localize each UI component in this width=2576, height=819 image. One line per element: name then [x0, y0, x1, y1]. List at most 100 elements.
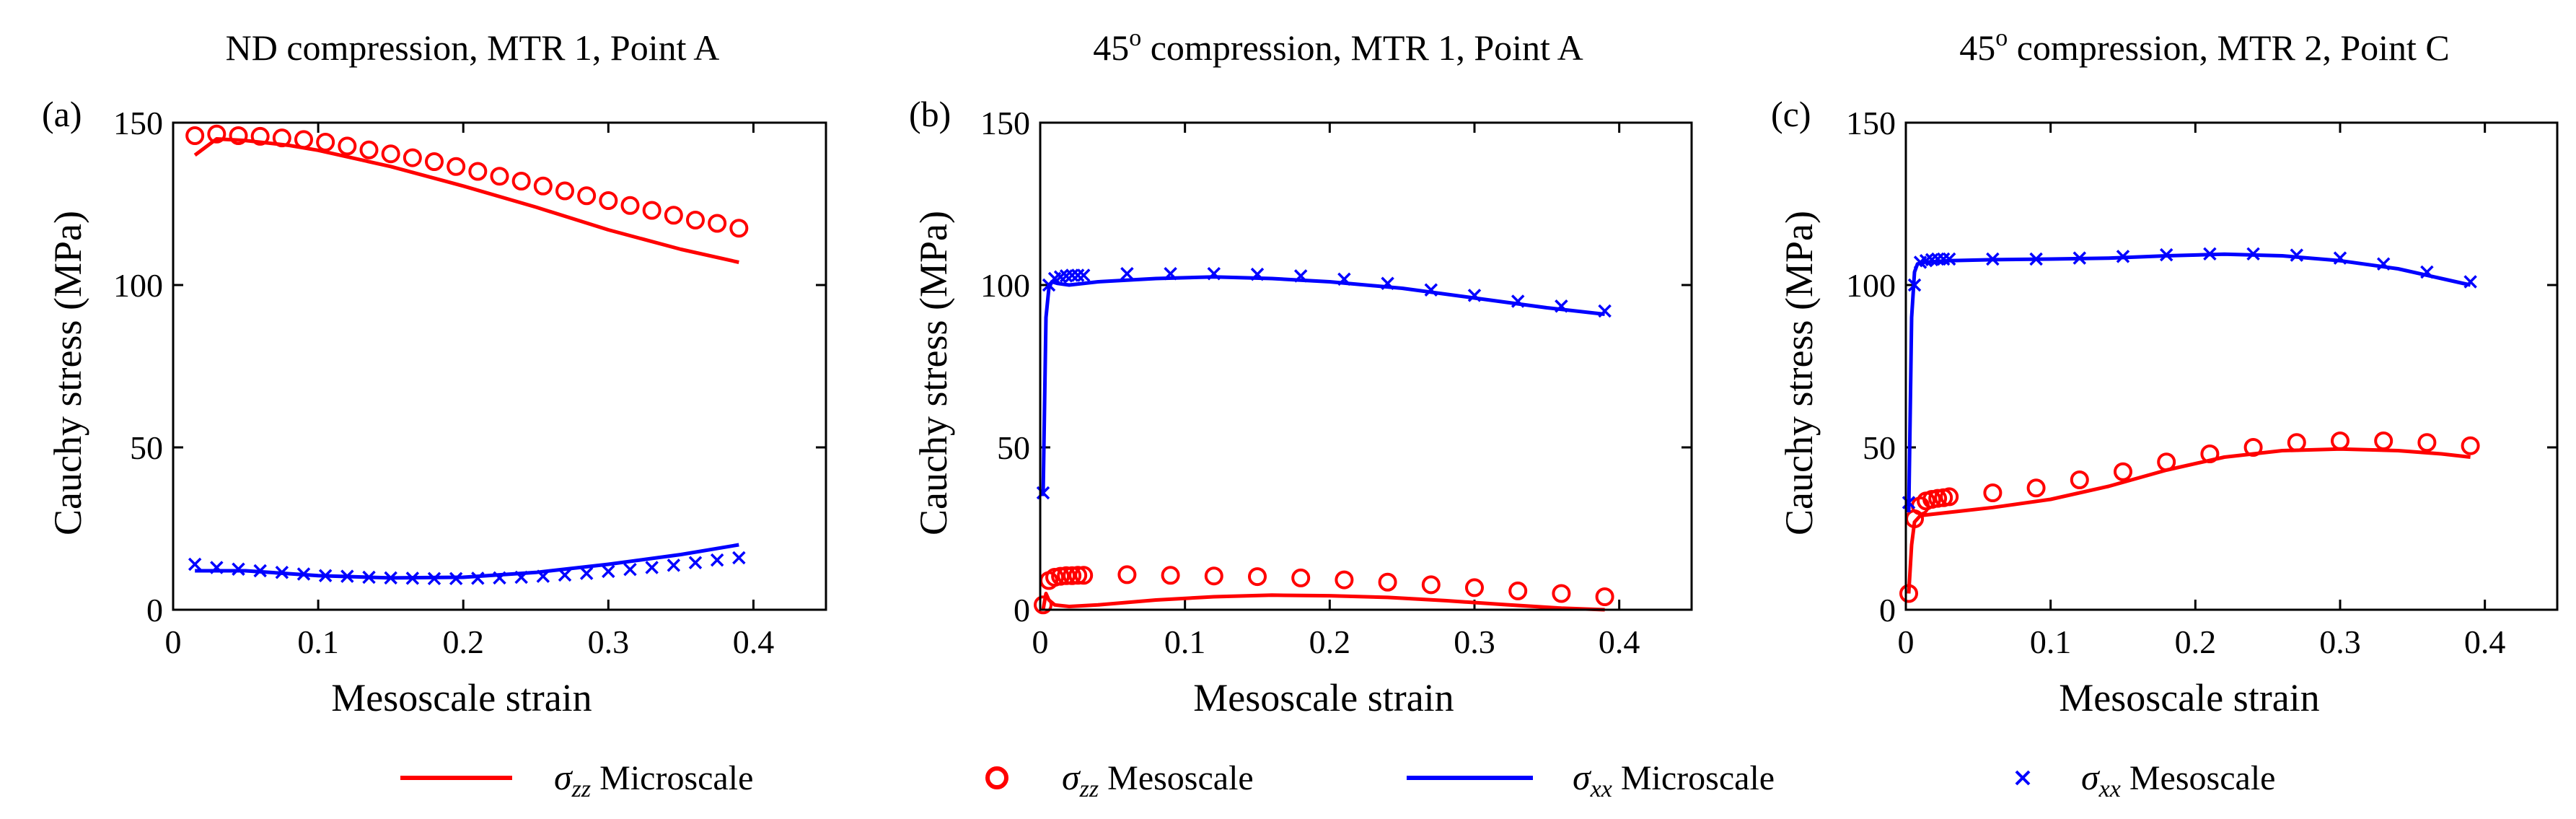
panel-a-point-zz-meso — [381, 144, 400, 164]
panel-a-point-xx-meso — [427, 571, 441, 586]
panel-a-ytick-label: 50 — [130, 429, 163, 466]
panel-a-point-xx-meso — [188, 557, 202, 571]
panel-c-title-sup: o — [1995, 25, 2008, 51]
panel-c-line-xx-micro — [1907, 252, 2471, 513]
panel-c-point-zz-meso — [1899, 584, 1919, 603]
panel-c-point-zz-meso — [2461, 436, 2480, 455]
panel-c-point-xx-meso — [2376, 257, 2391, 271]
panel-a-point-xx-meso — [275, 566, 289, 579]
panel-b-point-zz-meso — [1161, 566, 1180, 585]
panel-c-point-xx-meso — [2072, 251, 2087, 265]
panel-c: 45o compression, MTR 2, Point C (c) Meso… — [1771, 25, 2559, 719]
panel-a-point-xx-meso — [384, 571, 397, 585]
panel-c-point-xx-meso — [2159, 248, 2173, 262]
panel-a-point-zz-meso — [447, 157, 466, 176]
panel-a-point-xx-meso — [210, 561, 224, 574]
panel-b-point-zz-meso — [1595, 587, 1614, 606]
panel-b-point-xx-meso — [1207, 267, 1221, 281]
panel-a-axes-frame — [172, 121, 827, 611]
panel-a-point-xx-meso — [296, 567, 311, 581]
panel-c-ytick-label: 100 — [1846, 267, 1896, 304]
panel-b-xtick-label: 0.3 — [1454, 623, 1495, 660]
panel-c-point-xx-meso — [2203, 247, 2217, 261]
panel-a-point-zz-meso — [577, 186, 597, 206]
panel-b-title: 45o compression, MTR 1, Point A — [1093, 25, 1583, 68]
panel-a-ytick-label: 100 — [113, 267, 163, 304]
panel-c-axes-frame — [1904, 121, 2559, 611]
legend-label-xx-micro: σxx Microscale — [1573, 757, 1775, 802]
panel-b-plot — [1034, 267, 1614, 615]
panel-a-point-zz-meso — [533, 176, 553, 196]
panel-b-xtick-label: 0.4 — [1599, 623, 1640, 660]
panel-a-letter: (a) — [42, 94, 82, 134]
panel-c-xtick-label: 0.4 — [2464, 623, 2506, 660]
panel-b-point-zz-meso — [1335, 570, 1354, 590]
panel-c-title-rest: compression, MTR 2, Point C — [2008, 27, 2450, 68]
panel-a-xtick-label: 0.3 — [588, 623, 630, 660]
panel-a-xtick-label: 0.1 — [297, 623, 339, 660]
panel-b-point-xx-meso — [1065, 268, 1079, 282]
panel-b: 45o compression, MTR 1, Point A (b) Meso… — [909, 25, 1693, 719]
panel-b-title-sup: o — [1129, 25, 1141, 51]
legend-circle-marker — [985, 766, 1008, 789]
panel-b-title-rest: compression, MTR 1, Point A — [1141, 27, 1583, 68]
panel-a-point-xx-meso — [493, 571, 506, 585]
panel-a-point-xx-meso — [645, 561, 659, 574]
panel-b-point-xx-meso — [1164, 267, 1177, 281]
panel-a-point-xx-meso — [232, 562, 245, 576]
panel-c-point-zz-meso — [2200, 444, 2220, 463]
panel-a-line-zz-micro — [193, 137, 739, 264]
panel-b-xtick-label: 0.1 — [1164, 623, 1206, 660]
legend-label-zz-meso: σzz Mesoscale — [1062, 757, 1254, 802]
panel-a-point-zz-meso — [425, 152, 444, 171]
panel-b-point-xx-meso — [1293, 269, 1308, 283]
panel-b-point-zz-meso — [1465, 578, 1484, 597]
panel-a-point-xx-meso — [405, 571, 420, 585]
panel-a-point-xx-meso — [340, 569, 354, 583]
panel-b-point-zz-meso — [1291, 568, 1311, 587]
panel-c-letter: (c) — [1771, 94, 1811, 134]
panel-b-ytick-label: 100 — [980, 267, 1030, 304]
panel-c-line-zz-micro — [1907, 447, 2471, 594]
panel-c-point-xx-meso — [2116, 250, 2130, 263]
panel-a-line-xx-micro — [195, 543, 739, 580]
panel-a-point-zz-meso — [403, 148, 422, 167]
panel-c-xtick-label: 0.3 — [2319, 623, 2361, 660]
panel-a-plot — [185, 124, 749, 586]
panel-a-point-xx-meso — [667, 559, 681, 572]
panel-c-point-zz-meso — [2417, 433, 2437, 452]
panel-a-point-zz-meso — [511, 172, 531, 190]
panel-c-point-xx-meso — [1936, 252, 1951, 266]
panel-c-point-zz-meso — [2157, 452, 2176, 472]
panel-b-point-xx-meso — [1555, 299, 1568, 313]
panel-b-point-xx-meso — [1120, 267, 1134, 281]
panel-c-point-xx-meso — [2420, 265, 2434, 279]
panel-b-point-xx-meso — [1381, 276, 1394, 290]
panel-b-point-xx-meso — [1337, 272, 1351, 286]
panel-c-point-xx-meso — [2333, 251, 2347, 265]
panel-a-point-xx-meso — [471, 571, 485, 585]
panel-b-point-zz-meso — [1063, 566, 1082, 585]
panel-c-xtick-label: 0.1 — [2030, 623, 2072, 660]
panel-a-point-xx-meso — [732, 551, 746, 565]
panel-b-point-zz-meso — [1057, 566, 1076, 585]
panel-a-ylabel: Cauchy stress (MPa) — [46, 211, 89, 535]
panel-a-xtick-label: 0.4 — [733, 623, 775, 660]
panel-b-point-xx-meso — [1467, 289, 1482, 302]
panel-a-point-xx-meso — [362, 570, 376, 584]
panel-a-point-xx-meso — [449, 571, 463, 586]
panel-c-point-zz-meso — [1983, 483, 2003, 502]
panel-c-xtick-label: 0.2 — [2175, 623, 2217, 660]
panel-c-title-main: 45 — [1959, 27, 1995, 68]
legend-item-zz-micro: σzz Microscale — [400, 757, 753, 802]
panel-a-xtick-label: 0.2 — [442, 623, 484, 660]
panel-c-ytick-label: 0 — [1879, 592, 1896, 629]
panel-c-plot — [1899, 247, 2480, 603]
panel-a-point-zz-meso — [599, 191, 618, 210]
panel-c-point-zz-meso — [2070, 470, 2089, 489]
panel-c-xtick-label: 0 — [1898, 623, 1915, 660]
panel-c-ytick-label: 150 — [1846, 105, 1896, 141]
panel-a-ytick-label: 0 — [146, 592, 163, 629]
panel-c-point-zz-meso — [2114, 462, 2132, 481]
